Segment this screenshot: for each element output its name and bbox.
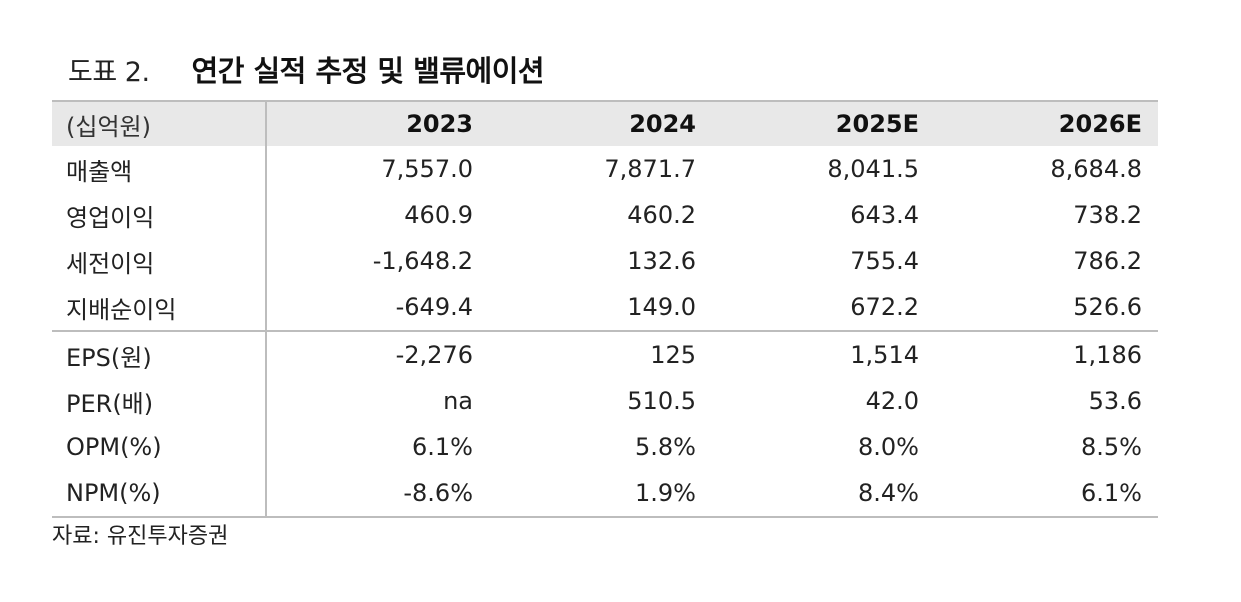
- table-cell: 1,186: [935, 330, 1158, 378]
- table-cell: 5.8%: [635, 433, 696, 461]
- table-cell: 1.9%: [489, 470, 712, 518]
- year-header: 2025E: [712, 101, 935, 146]
- table-cell: 8.4%: [712, 470, 935, 518]
- table-cell: 1,514: [712, 330, 935, 378]
- table-cell: 755.4: [850, 247, 919, 275]
- year-header: 2023: [266, 101, 489, 146]
- table-row: OPM(%) 6.1% 5.8% 8.0% 8.5%: [52, 424, 1158, 470]
- table-cell: -649.4: [395, 293, 473, 321]
- table-row: PER(배) na 510.5 42.0 53.6: [52, 378, 1158, 424]
- table-row: 매출액 7,557.0 7,871.7 8,041.5 8,684.8: [52, 146, 1158, 192]
- table-cell: 6.1%: [412, 433, 473, 461]
- table-cell: 672.2: [850, 293, 919, 321]
- table-cell: 6.1%: [935, 470, 1158, 518]
- table-row: 지배순이익 -649.4 149.0 672.2 526.6: [52, 284, 1158, 331]
- table-row: EPS(원) -2,276 125 1,514 1,186: [52, 330, 1158, 378]
- table-cell: 510.5: [627, 387, 696, 415]
- year-header: 2024: [489, 101, 712, 146]
- table-cell: 8.5%: [1081, 433, 1142, 461]
- table-cell: 8.0%: [858, 433, 919, 461]
- valuation-group: EPS(원) -2,276 125 1,514 1,186 PER(배) na …: [52, 330, 1158, 518]
- table-cell: 7,557.0: [381, 155, 473, 183]
- table-cell: -2,276: [266, 330, 489, 378]
- table-row: 영업이익 460.9 460.2 643.4 738.2: [52, 192, 1158, 238]
- year-header: 2026E: [935, 101, 1158, 146]
- row-label: EPS(원): [52, 330, 267, 378]
- table-cell: 8,684.8: [1050, 155, 1142, 183]
- table-cell: 132.6: [627, 247, 696, 275]
- table-cell: 526.6: [1073, 293, 1142, 321]
- figure-number: 도표 2.: [68, 57, 150, 88]
- table-cell: na: [443, 387, 473, 415]
- financial-estimates-table: (십억원) 2023 2024 2025E 2026E 매출액 7,557.0 …: [52, 100, 1158, 518]
- page-title: 연간 실적 추정 및 밸류에이션: [191, 54, 545, 88]
- table-cell: -8.6%: [266, 470, 489, 518]
- table-header-row: (십억원) 2023 2024 2025E 2026E: [52, 101, 1158, 146]
- table-cell: 7,871.7: [604, 155, 696, 183]
- table-title: 도표 2. 연간 실적 추정 및 밸류에이션: [68, 48, 545, 98]
- row-label: NPM(%): [52, 470, 267, 518]
- row-label: 영업이익: [52, 192, 267, 238]
- source-note: 자료: 유진투자증권: [52, 524, 229, 549]
- table-cell: 125: [489, 330, 712, 378]
- row-label: OPM(%): [52, 424, 267, 470]
- table-cell: 42.0: [865, 387, 919, 415]
- row-label: 세전이익: [52, 238, 267, 284]
- table-cell: 786.2: [1073, 247, 1142, 275]
- table-row: 세전이익 -1,648.2 132.6 755.4 786.2: [52, 238, 1158, 284]
- row-label: PER(배): [52, 378, 267, 424]
- table-cell: -1,648.2: [372, 247, 473, 275]
- table-cell: 643.4: [850, 201, 919, 229]
- table-cell: 8,041.5: [827, 155, 919, 183]
- row-label: 지배순이익: [52, 284, 267, 331]
- table-cell: 460.9: [404, 201, 473, 229]
- table-cell: 738.2: [1073, 201, 1142, 229]
- table-cell: 149.0: [627, 293, 696, 321]
- table-cell: 460.2: [627, 201, 696, 229]
- unit-header: (십억원): [52, 101, 267, 146]
- table-cell: 53.6: [1088, 387, 1142, 415]
- income-group: 매출액 7,557.0 7,871.7 8,041.5 8,684.8 영업이익…: [52, 146, 1158, 331]
- table-row: NPM(%) -8.6% 1.9% 8.4% 6.1%: [52, 470, 1158, 518]
- row-label: 매출액: [52, 146, 267, 192]
